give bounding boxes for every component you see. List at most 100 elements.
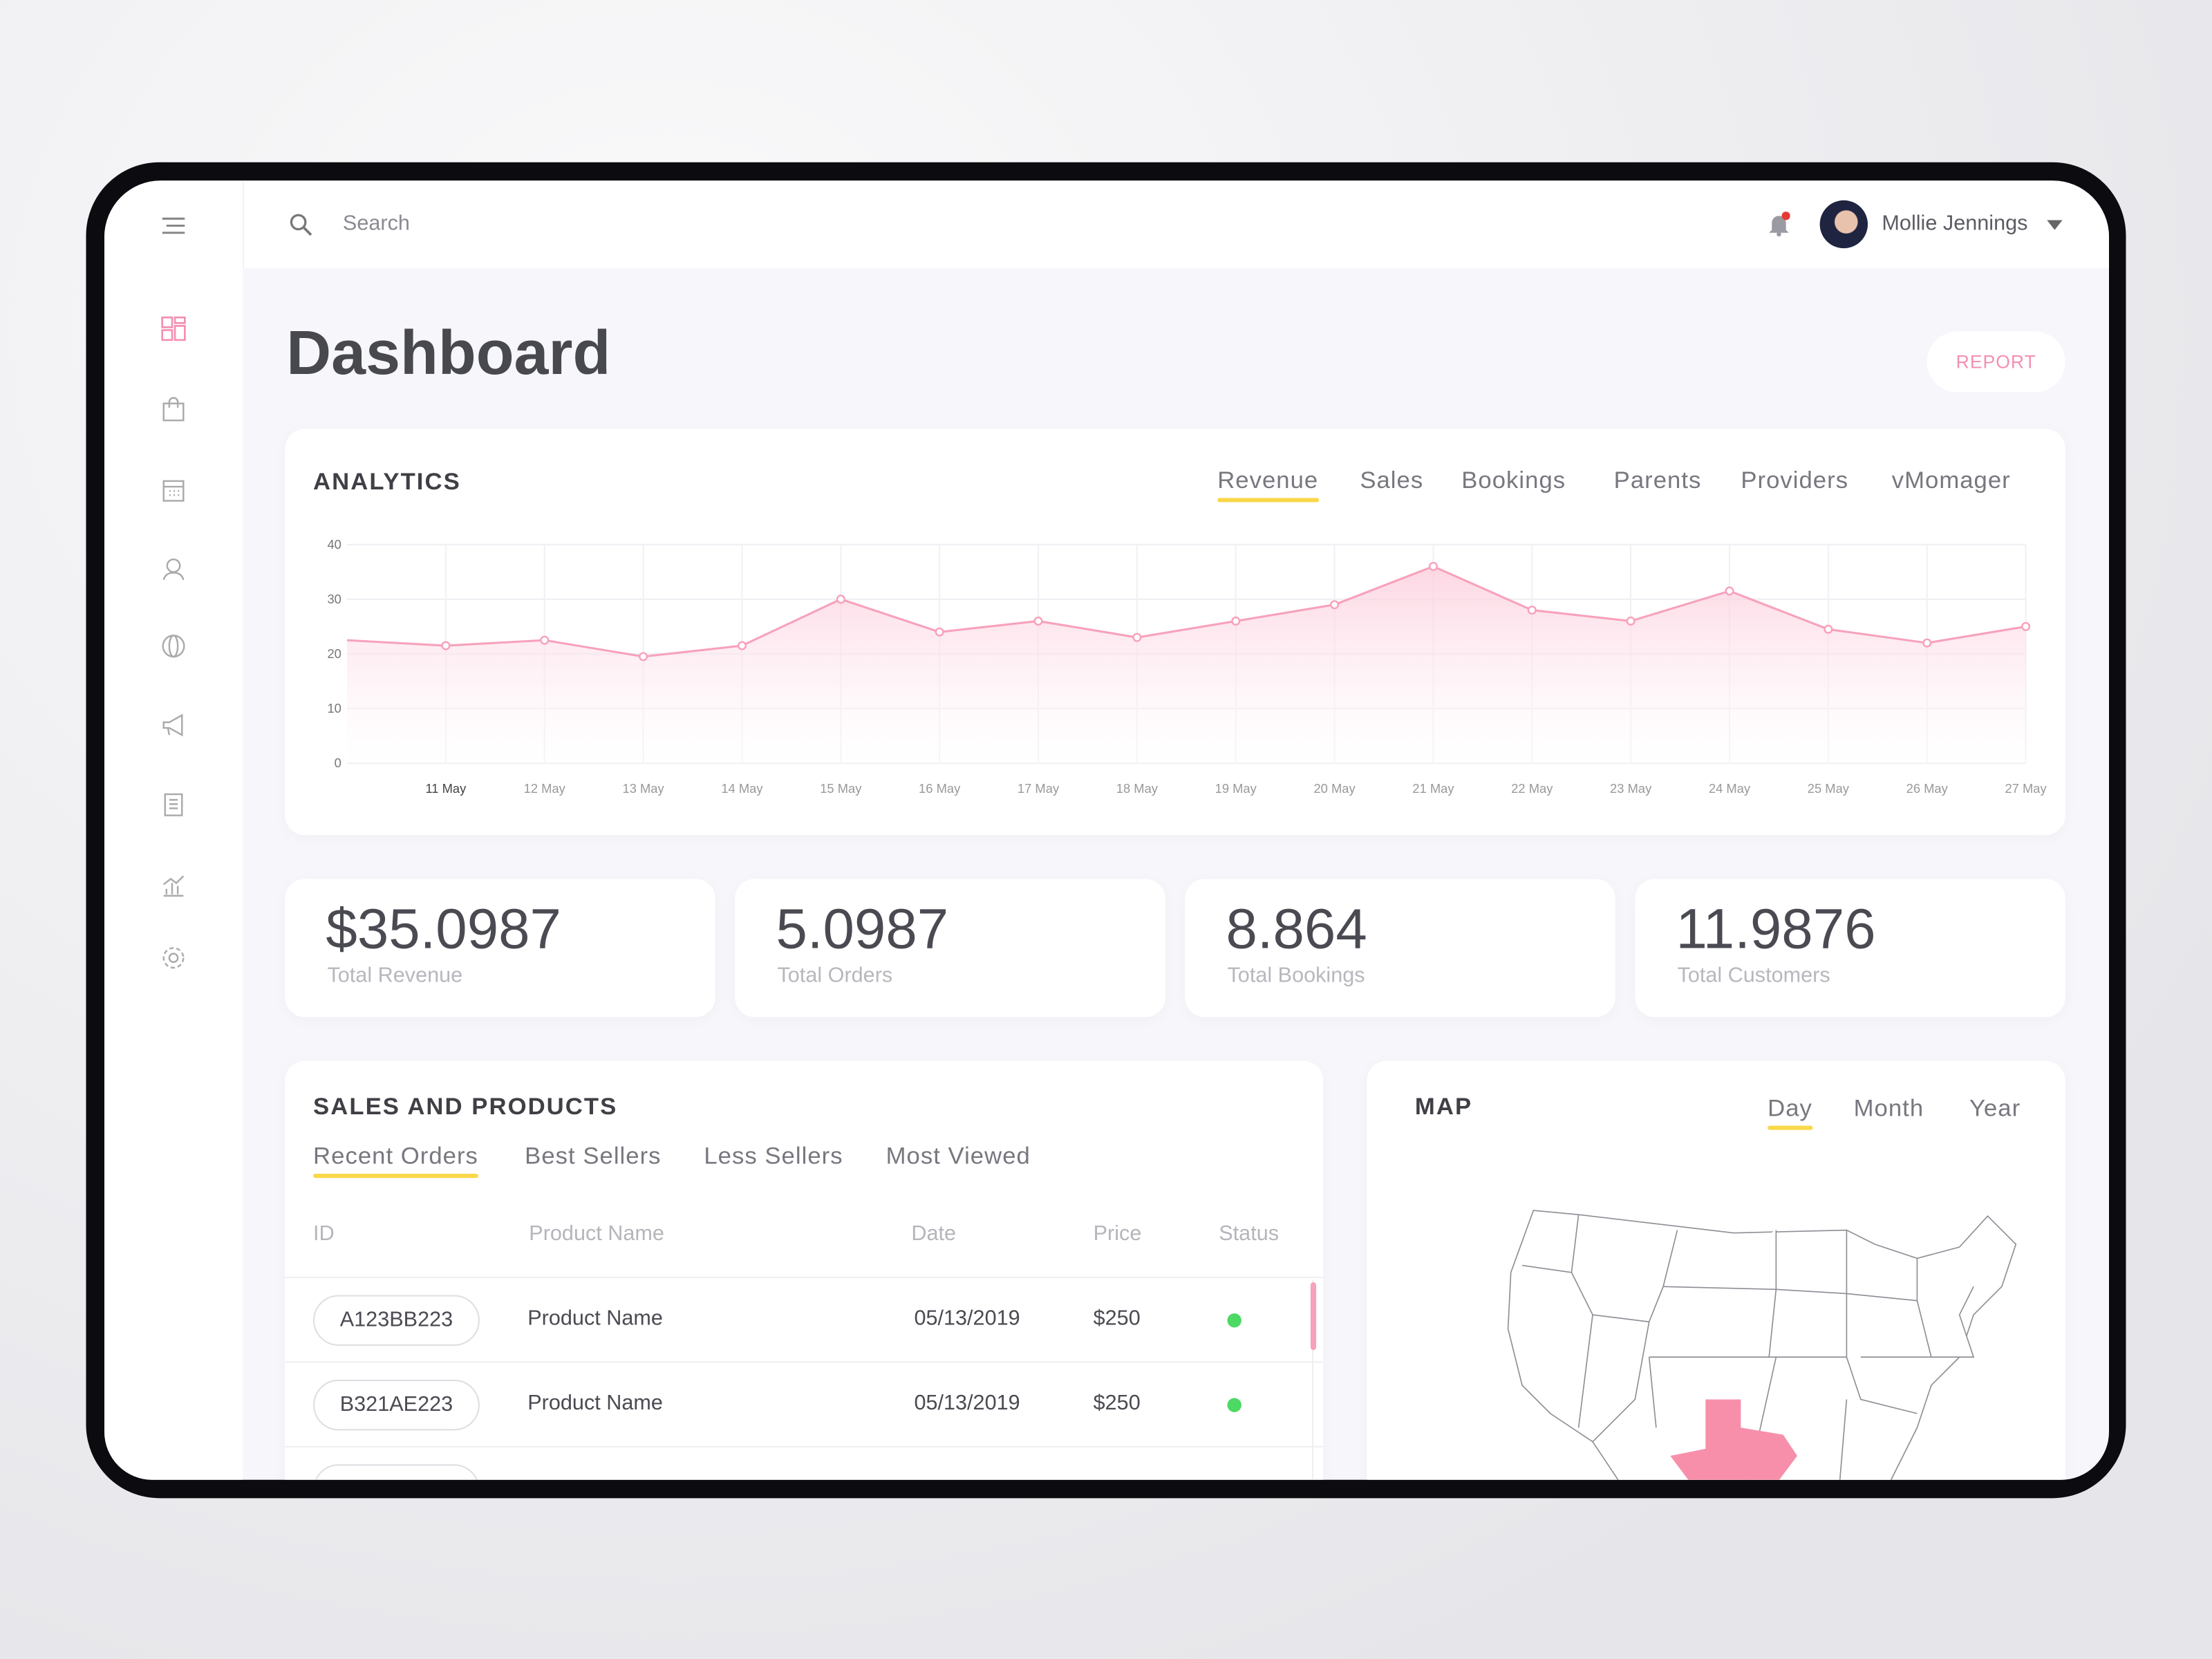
app-screen: Search Mollie Jennings Dashboard REPORT …	[104, 180, 2109, 1480]
order-price: $250	[1093, 1306, 1141, 1331]
tab-day[interactable]: Day	[1768, 1095, 1812, 1130]
gear-icon[interactable]	[161, 945, 187, 971]
revenue-area-chart: 0 10 20 30 40 11 May 12 May 13 May 14 May 15 May 1…	[327, 537, 2047, 796]
tab-most-viewed[interactable]: Most Viewed	[885, 1143, 1031, 1170]
stat-value: 11.9876	[1676, 898, 1876, 961]
search-icon	[290, 214, 312, 236]
data-point	[1922, 638, 1932, 648]
data-point	[639, 652, 648, 662]
x-tick-label: 22 May	[1511, 781, 1553, 796]
x-tick-label: 24 May	[1709, 781, 1751, 796]
data-point	[540, 635, 550, 645]
data-point	[2021, 621, 2031, 631]
column-header-price[interactable]: Price	[1093, 1221, 1142, 1246]
tab-vmomager[interactable]: vMomager	[1891, 467, 2011, 494]
x-tick-label: 21 May	[1412, 781, 1454, 796]
stat-label: Total Bookings	[1227, 963, 1365, 988]
order-date: 05/13/2019	[914, 1391, 1020, 1415]
tab-sales[interactable]: Sales	[1360, 467, 1424, 494]
data-point	[836, 594, 845, 604]
tab-recent-orders[interactable]: Recent Orders	[313, 1143, 479, 1179]
search-input[interactable]: Search	[342, 212, 410, 236]
table-row[interactable]	[285, 1445, 1324, 1480]
tab-bookings[interactable]: Bookings	[1461, 467, 1566, 494]
series-line	[346, 565, 2026, 658]
x-tick-label: 26 May	[1906, 781, 1949, 796]
order-date: 05/13/2019	[914, 1306, 1020, 1331]
tab-best-sellers[interactable]: Best Sellers	[525, 1143, 662, 1170]
product-name: Product Name	[527, 1391, 663, 1415]
user-icon[interactable]	[161, 556, 187, 581]
avatar[interactable]	[1819, 200, 1868, 249]
column-header-status[interactable]: Status	[1219, 1221, 1280, 1246]
table-row[interactable]: A123BB223 Product Name 05/13/2019 $250	[285, 1276, 1324, 1361]
divider	[243, 180, 245, 268]
area-fill	[347, 566, 2026, 764]
stat-card-customers: 11.9876 Total Customers	[1635, 879, 2065, 1018]
page-title: Dashboard	[286, 319, 611, 388]
scrollbar-track[interactable]	[1311, 1280, 1313, 1480]
report-button[interactable]: REPORT	[1927, 331, 2065, 393]
calendar-icon[interactable]	[161, 477, 187, 503]
globe-icon[interactable]	[161, 633, 187, 659]
order-id[interactable]: B321AE223	[313, 1379, 480, 1431]
stat-value: 5.0987	[776, 898, 949, 961]
chevron-down-icon[interactable]	[2047, 220, 2063, 230]
data-point	[1231, 616, 1241, 626]
data-point	[1725, 586, 1734, 596]
tab-month[interactable]: Month	[1853, 1094, 1924, 1122]
shopping-bag-icon[interactable]	[161, 396, 187, 422]
x-tick-label: 16 May	[919, 781, 961, 796]
order-id[interactable]	[313, 1464, 480, 1480]
chart-icon[interactable]	[161, 872, 187, 897]
x-tick-label: 27 May	[2005, 781, 2047, 796]
y-tick-label: 40	[327, 537, 341, 552]
y-tick-label: 0	[335, 756, 341, 770]
y-tick-label: 30	[327, 592, 341, 606]
data-point	[1626, 616, 1635, 626]
x-tick-label: 12 May	[524, 781, 566, 796]
stat-label: Total Orders	[777, 963, 893, 988]
user-name[interactable]: Mollie Jennings	[1882, 212, 2028, 236]
stat-value: 8.864	[1226, 898, 1367, 961]
x-tick-label: 13 May	[622, 781, 664, 796]
sales-title: SALES AND PRODUCTS	[313, 1093, 618, 1121]
analytics-card: ANALYTICS Revenue Sales Bookings Parents…	[285, 429, 2065, 836]
document-icon[interactable]	[161, 791, 187, 817]
x-tick-label: 14 May	[721, 781, 763, 796]
data-point	[1824, 624, 1833, 634]
x-tick-label: 11 May	[425, 781, 467, 796]
map-card: MAP Day Month Year	[1367, 1060, 2065, 1480]
sales-products-card: SALES AND PRODUCTS Recent Orders Best Se…	[285, 1060, 1324, 1480]
bell-icon[interactable]	[1768, 212, 1790, 237]
stat-value: $35.0987	[326, 898, 561, 961]
column-header-product[interactable]: Product Name	[529, 1221, 664, 1246]
dashboard-icon[interactable]	[161, 316, 187, 341]
column-header-date[interactable]: Date	[911, 1221, 957, 1246]
tab-less-sellers[interactable]: Less Sellers	[704, 1143, 843, 1170]
sidebar	[104, 268, 243, 1480]
texas-highlight	[1670, 1399, 1797, 1480]
data-point	[1132, 632, 1142, 642]
top-header: Search Mollie Jennings	[104, 180, 2109, 268]
scrollbar-thumb[interactable]	[1310, 1282, 1317, 1351]
data-point	[737, 641, 747, 650]
status-dot	[1227, 1313, 1241, 1328]
table-row[interactable]: B321AE223 Product Name 05/13/2019 $250	[285, 1361, 1324, 1445]
data-point	[1527, 606, 1537, 615]
tab-year[interactable]: Year	[1969, 1094, 2021, 1122]
order-price: $250	[1093, 1391, 1141, 1415]
column-header-id[interactable]: ID	[313, 1221, 335, 1246]
megaphone-icon[interactable]	[161, 713, 187, 738]
tab-parents[interactable]: Parents	[1613, 467, 1702, 494]
map-title: MAP	[1414, 1093, 1473, 1121]
menu-icon[interactable]	[162, 217, 185, 234]
tab-providers[interactable]: Providers	[1741, 467, 1849, 494]
notification-dot	[1781, 212, 1790, 221]
x-tick-label: 25 May	[1808, 781, 1850, 796]
x-tick-label: 17 May	[1018, 781, 1060, 796]
order-id[interactable]: A123BB223	[313, 1295, 480, 1346]
tab-revenue[interactable]: Revenue	[1217, 467, 1318, 503]
us-map[interactable]	[1494, 1202, 2030, 1480]
